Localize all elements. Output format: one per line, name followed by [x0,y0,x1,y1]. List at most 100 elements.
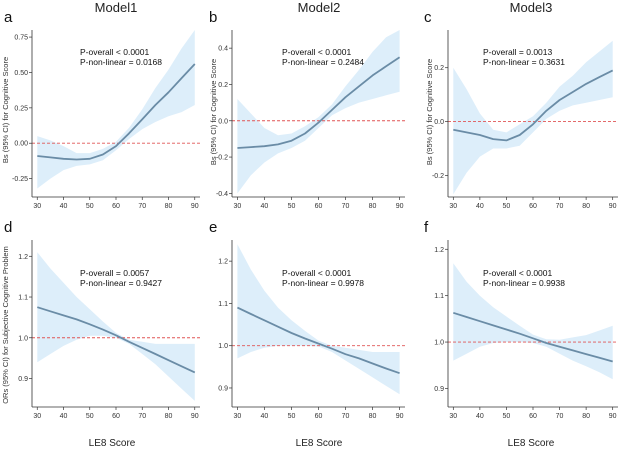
x-tick-label-d: 50 [86,413,94,420]
column-title-model3: Model3 [510,0,553,15]
p-value-annotation-c: P-overall = 0.0013 [483,47,552,57]
y-tick-label-d: 1.0 [18,335,28,342]
p-value-annotation-f: P-non-linear = 0.9938 [483,278,565,288]
ci-band-c [453,40,613,195]
x-tick-label-b: 60 [315,203,323,210]
x-tick-label-f: 50 [503,413,511,420]
x-tick-label-f: 80 [582,413,590,420]
panel-letter-a: a [4,9,13,26]
y-tick-label-a: 0.75 [14,35,28,42]
estimate-line-a [37,63,196,161]
y-axis-label-b: Bs (95% CI) for Cognitive Score [209,59,218,165]
x-tick-label-f: 30 [449,413,457,420]
y-axis-label-c: Bs (95% CI) for Cognitive Score [425,59,434,165]
p-value-annotation-b: P-overall < 0.0001 [282,47,351,57]
y-tick-label-f: 1.1 [434,293,444,300]
estimate-line-b [237,56,401,149]
estimate-line-f [453,311,613,363]
x-tick-label-e: 90 [396,413,404,420]
ci-band-d [37,252,195,401]
panel-letter-c: c [424,9,432,26]
panel-letter-d: d [4,219,12,236]
x-tick-label-a: 30 [33,203,41,210]
p-value-annotation-f: P-overall < 0.0001 [483,268,552,278]
panel-letter-e: e [209,219,217,236]
x-axis-label-d: LE8 Score [89,438,136,449]
x-tick-label-d: 30 [33,413,41,420]
p-value-annotation-a: P-overall < 0.0001 [80,47,149,57]
ci-band-b [237,30,400,194]
y-tick-label-b: -0.4 [216,191,228,198]
x-tick-label-c: 30 [449,203,457,210]
y-tick-label-c: 0.2 [434,65,444,72]
y-tick-label-a: 0.25 [14,105,28,112]
x-axis-label-e: LE8 Score [296,438,343,449]
p-value-annotation-e: P-overall < 0.0001 [282,268,351,278]
x-tick-label-e: 60 [315,413,323,420]
x-tick-label-f: 60 [529,413,537,420]
x-tick-label-e: 70 [342,413,350,420]
estimate-line-c [453,69,614,142]
x-tick-label-b: 90 [396,203,404,210]
ci-band-e [237,244,400,395]
x-tick-label-a: 70 [138,203,146,210]
panel-letter-b: b [209,9,217,26]
y-tick-label-e: 1.0 [218,343,228,350]
x-tick-label-b: 30 [234,203,242,210]
x-tick-label-e: 40 [261,413,269,420]
x-tick-label-a: 60 [112,203,120,210]
p-value-annotation-d: P-overall = 0.0057 [80,268,149,278]
y-tick-label-c: -0.2 [432,173,444,180]
x-tick-label-a: 40 [60,203,68,210]
x-tick-label-d: 90 [191,413,199,420]
x-tick-label-d: 40 [60,413,68,420]
x-axis-label-f: LE8 Score [508,438,555,449]
y-tick-label-b: 0.4 [218,46,228,53]
x-tick-label-e: 80 [369,413,377,420]
y-tick-label-a: 0.50 [14,70,28,77]
p-value-annotation-e: P-non-linear = 0.9978 [282,278,364,288]
x-tick-label-e: 30 [234,413,242,420]
y-tick-label-d: 1.2 [18,254,28,261]
panel-letter-f: f [424,219,429,236]
x-tick-label-d: 80 [165,413,173,420]
x-tick-label-c: 40 [476,203,484,210]
column-title-model1: Model1 [95,0,138,15]
x-tick-label-f: 90 [609,413,617,420]
x-tick-label-d: 70 [138,413,146,420]
y-tick-label-b: 0.2 [218,82,228,89]
x-tick-label-c: 90 [609,203,617,210]
ci-band-a [37,30,195,189]
y-tick-label-a: 0.00 [14,141,28,148]
y-tick-label-e: 1.2 [218,259,228,266]
y-tick-label-a: -0.25 [12,176,28,183]
x-tick-label-a: 50 [86,203,94,210]
x-tick-label-f: 40 [476,413,484,420]
x-tick-label-c: 70 [556,203,564,210]
y-tick-label-e: 1.1 [218,301,228,308]
y-tick-label-b: -0.2 [216,155,228,162]
y-axis-label-a: Bs (95% CI) for Cognitive Score [1,57,10,163]
y-tick-label-d: 1.1 [18,295,28,302]
p-value-annotation-c: P-non-linear = 0.3631 [483,57,565,67]
p-value-annotation-a: P-non-linear = 0.0168 [80,57,162,67]
x-tick-label-b: 40 [261,203,269,210]
column-title-model2: Model2 [298,0,341,15]
x-tick-label-a: 90 [191,203,199,210]
x-tick-label-b: 80 [369,203,377,210]
p-value-annotation-b: P-non-linear = 0.2484 [282,57,364,67]
estimate-line-e [237,306,400,375]
y-tick-label-f: 0.9 [434,386,444,393]
y-tick-label-e: 0.9 [218,385,228,392]
y-tick-label-d: 0.9 [18,376,28,383]
x-tick-label-f: 70 [556,413,564,420]
x-tick-label-a: 80 [165,203,173,210]
x-tick-label-d: 60 [112,413,120,420]
y-tick-label-b: 0.0 [218,118,228,125]
x-tick-label-e: 50 [288,413,296,420]
estimate-line-d [37,306,196,374]
p-value-annotation-d: P-non-linear = 0.9427 [80,278,162,288]
y-tick-label-f: 1.2 [434,247,444,254]
x-tick-label-b: 50 [288,203,296,210]
